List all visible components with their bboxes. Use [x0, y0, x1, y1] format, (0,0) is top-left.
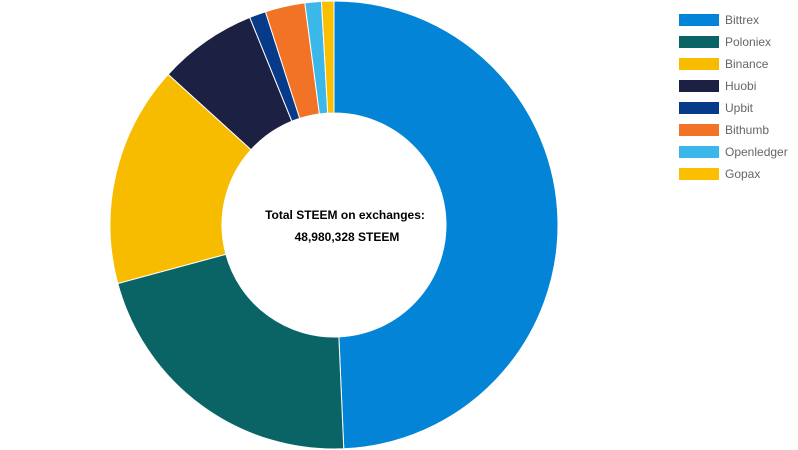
legend-swatch [679, 14, 719, 26]
legend-label: Binance [725, 57, 769, 71]
slice-bittrex[interactable] [333, 0, 559, 450]
slice-binance[interactable] [109, 73, 252, 285]
center-total-label: Total STEEM on exchanges: [265, 208, 425, 222]
legend-label: Huobi [725, 79, 757, 93]
legend-swatch [679, 168, 719, 180]
slice-gopax[interactable] [320, 0, 335, 114]
legend-item-bittrex[interactable]: Bittrex [679, 9, 788, 31]
legend-label: Poloniex [725, 35, 772, 49]
legend-label: Upbit [725, 101, 754, 115]
legend-item-upbit[interactable]: Upbit [679, 97, 788, 119]
legend-item-huobi[interactable]: Huobi [679, 75, 788, 97]
legend-swatch [679, 146, 719, 158]
legend-item-binance[interactable]: Binance [679, 53, 788, 75]
legend-item-openledger[interactable]: Openledger [679, 141, 788, 163]
legend-swatch [679, 58, 719, 70]
chart-slices [109, 0, 559, 450]
slice-poloniex[interactable] [117, 253, 345, 450]
legend-label: Gopax [725, 167, 761, 181]
legend-item-gopax[interactable]: Gopax [679, 163, 788, 185]
legend-label: Bittrex [725, 13, 760, 27]
chart-legend: Bittrex Poloniex Binance Huobi Upbit Bithumb O… [679, 9, 788, 185]
center-total-value: 48,980,328 STEEM [295, 230, 400, 244]
legend-item-poloniex[interactable]: Poloniex [679, 31, 788, 53]
legend-swatch [679, 36, 719, 48]
legend-swatch [679, 124, 719, 136]
legend-swatch [679, 102, 719, 114]
legend-swatch [679, 80, 719, 92]
legend-label: Bithumb [725, 123, 770, 137]
legend-item-bithumb[interactable]: Bithumb [679, 119, 788, 141]
legend-label: Openledger [725, 145, 788, 159]
